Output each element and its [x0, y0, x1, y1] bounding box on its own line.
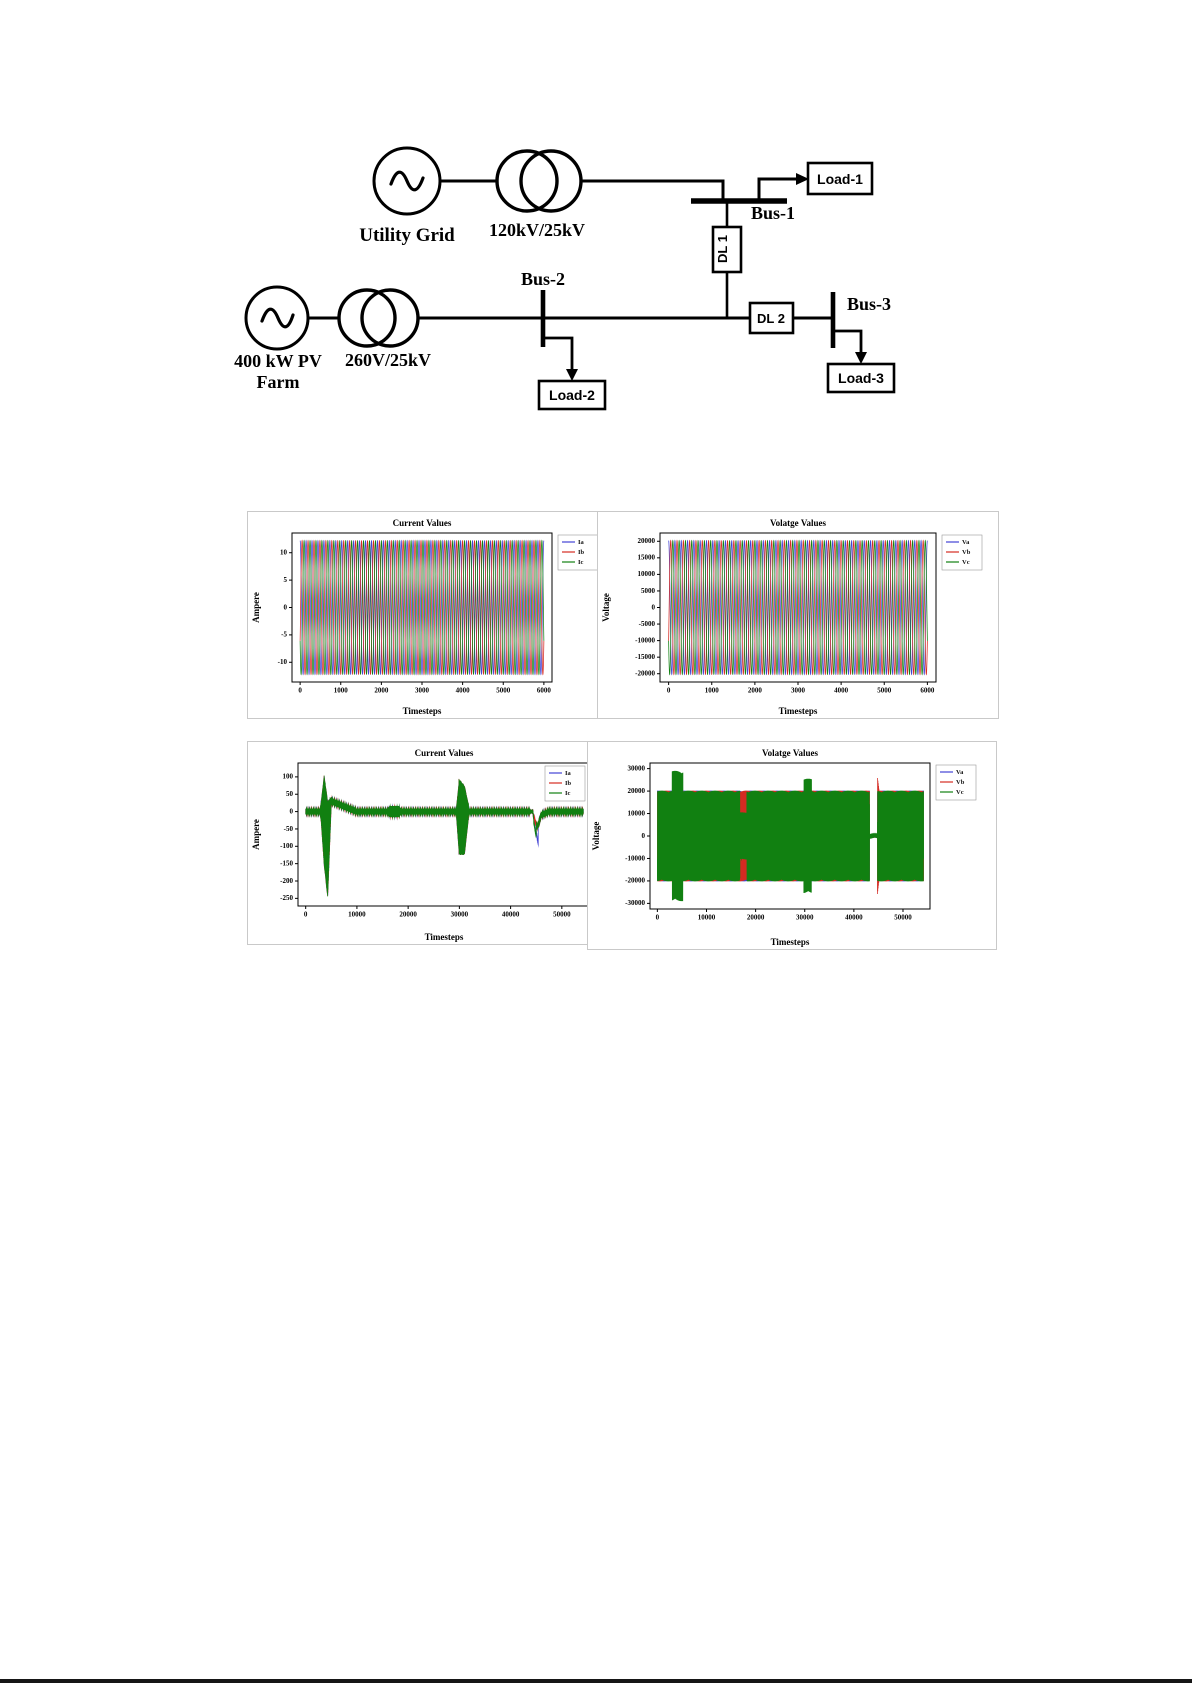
utility-grid-source-icon: [372, 146, 442, 216]
hv-feeder-line: [440, 179, 725, 199]
power-system-diagram: Utility Grid 120kV/25kV Bus-1 Bus-2 Bus-…: [234, 146, 896, 411]
load2-box: [537, 379, 607, 411]
bus3-label: Bus-3: [847, 294, 891, 314]
arrow-to-load2-icon: [566, 369, 578, 381]
load1-label: Load-1: [817, 171, 863, 187]
pv-farm-label-line2: Farm: [257, 372, 300, 392]
pv-farm-label-line1: 400 kW PV: [234, 351, 322, 371]
arrow-to-load1-icon: [796, 173, 809, 185]
chart-voltage-faulted-canvas: [588, 742, 996, 949]
chart-current-healthy-canvas: [248, 512, 610, 718]
chart-current-faulted-canvas: [248, 742, 604, 944]
bus2-label: Bus-2: [521, 269, 565, 289]
transformer-lv-label: 260V/25kV: [345, 350, 431, 370]
load3-label: Load-3: [838, 370, 884, 386]
load3-box: [826, 362, 896, 394]
page-bottom-edge-bar: [0, 1679, 1192, 1683]
arrow-to-load3-icon: [855, 352, 867, 364]
figure-current-faulted: [247, 741, 605, 945]
utility-grid-label: Utility Grid: [359, 225, 455, 246]
load3-feeder-line: [835, 329, 863, 353]
figure-voltage-healthy: [597, 511, 999, 719]
load1-feeder-line: [757, 177, 796, 199]
figure-voltage-faulted: [587, 741, 997, 950]
transformer-260v-icon: [337, 288, 420, 348]
pv-source-icon: [244, 285, 310, 351]
figure-current-healthy: [247, 511, 611, 719]
load2-feeder-line: [545, 336, 574, 370]
dl1-box: [711, 225, 743, 274]
chart-voltage-healthy-canvas: [598, 512, 998, 718]
load1-box: [806, 161, 874, 196]
load2-label: Load-2: [549, 387, 595, 403]
dl2-label: DL 2: [757, 311, 785, 326]
bus1-label: Bus-1: [751, 203, 795, 223]
transformer-120kv-icon: [495, 149, 583, 213]
transformer-hv-label: 120kV/25kV: [489, 220, 585, 240]
dl2-box: [748, 301, 795, 335]
dl1-label: DL 1: [715, 235, 730, 263]
